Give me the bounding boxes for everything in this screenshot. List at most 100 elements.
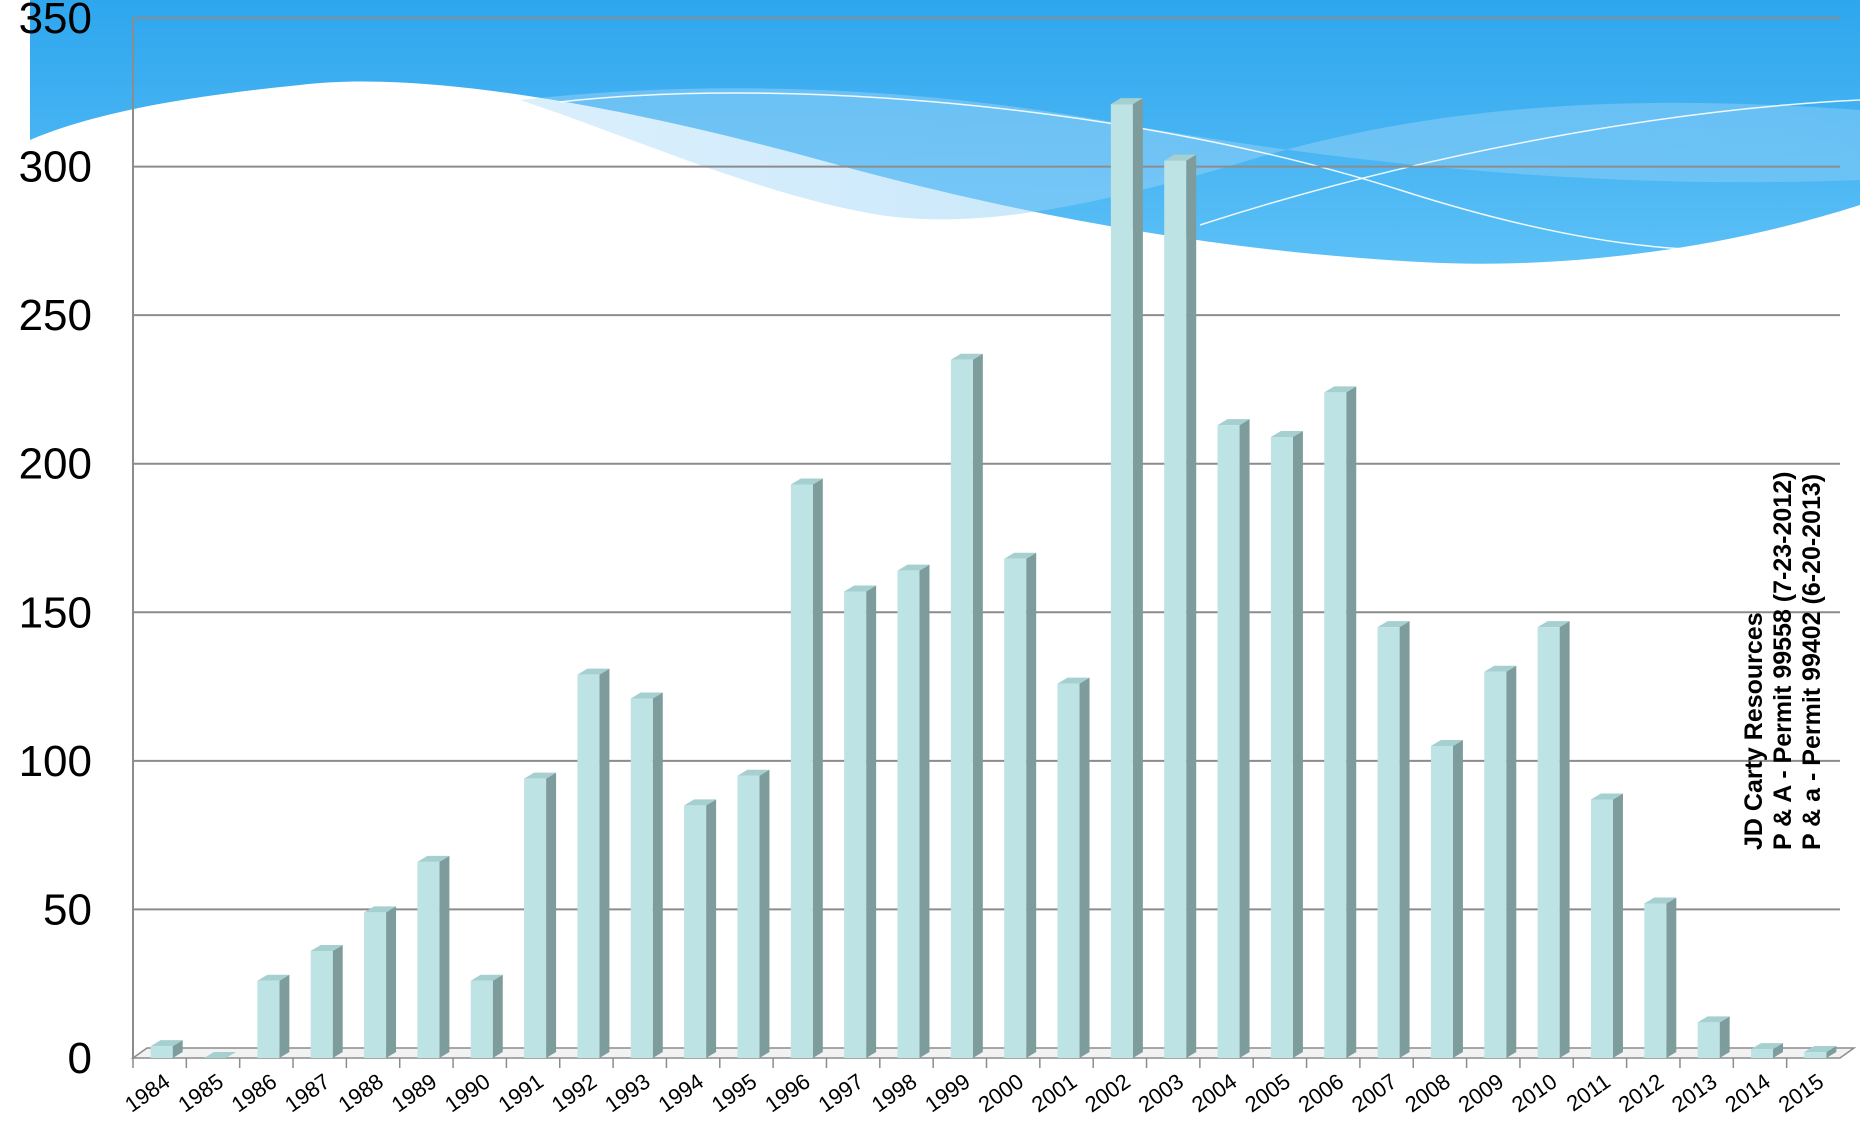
gridlines: [130, 17, 1857, 1059]
bar-top: [1217, 419, 1250, 426]
bar-side: [972, 353, 983, 1058]
bar: [1804, 1046, 1837, 1058]
bar: [844, 585, 877, 1058]
bar: [950, 353, 983, 1058]
bar-top: [150, 1040, 183, 1047]
bar-front: [470, 980, 493, 1058]
bars: [150, 98, 1837, 1059]
x-tick-label: 1991: [494, 1069, 548, 1118]
bar-top: [1164, 154, 1197, 161]
x-tick-label: 2005: [1240, 1069, 1294, 1118]
bar-side: [652, 692, 663, 1058]
bar-front: [1324, 392, 1347, 1058]
x-tick-label: 2001: [1027, 1069, 1081, 1118]
bar-front: [1377, 627, 1400, 1058]
bar: [1430, 740, 1463, 1058]
x-tick-label: 1985: [173, 1069, 227, 1118]
bar: [1537, 621, 1570, 1058]
x-tick-label: 1996: [760, 1069, 814, 1118]
bar-front: [1590, 799, 1613, 1058]
bar-front: [1697, 1022, 1720, 1058]
bar-top: [1057, 677, 1090, 684]
x-tick-label: 2000: [974, 1069, 1028, 1118]
bar: [1110, 98, 1143, 1058]
x-tick-label: 1984: [120, 1069, 174, 1118]
bar-top: [844, 585, 877, 592]
bar-top: [1110, 98, 1143, 105]
bar-front: [630, 698, 653, 1058]
x-tick-label: 2013: [1667, 1069, 1721, 1118]
y-tick-label: 300: [19, 143, 92, 192]
bar-front: [1537, 627, 1560, 1058]
x-tick-label: 1988: [333, 1069, 387, 1118]
bar-top: [1484, 665, 1517, 672]
x-tick-label: 2007: [1347, 1069, 1401, 1118]
x-tick-label: 2006: [1294, 1069, 1348, 1118]
bar-top: [1537, 621, 1570, 628]
bar-side: [492, 974, 503, 1058]
bar-side: [1559, 621, 1570, 1058]
bar-side: [1079, 677, 1090, 1058]
bar-side: [1772, 1043, 1783, 1058]
bar-side: [1132, 98, 1143, 1058]
bar-side: [1719, 1016, 1730, 1058]
bar: [257, 974, 290, 1058]
bar-side: [1452, 740, 1463, 1058]
bar-top: [1697, 1016, 1730, 1023]
y-tick-label: 100: [19, 737, 92, 786]
x-tick-label: 2004: [1187, 1069, 1241, 1118]
bar-side: [172, 1040, 183, 1058]
annotation-block: JD Carty Resources P & A - Permit 99558 …: [1740, 472, 1826, 850]
bar-front: [310, 951, 333, 1058]
x-tick-label: 2003: [1134, 1069, 1188, 1118]
bar-top: [1270, 430, 1303, 437]
bar-front: [364, 912, 387, 1058]
y-tick-label: 350: [19, 0, 92, 43]
bar-front: [1110, 104, 1133, 1058]
bar-top: [364, 906, 397, 913]
bar-top: [790, 478, 823, 485]
x-tick-label: 1995: [707, 1069, 761, 1118]
bar: [577, 668, 610, 1058]
bar-side: [1612, 793, 1623, 1058]
y-axis: 0 50 100 150 200 250 300 350: [19, 0, 92, 1083]
bar-top: [630, 692, 663, 699]
bar-top: [524, 772, 557, 779]
x-tick-label: 2012: [1614, 1069, 1668, 1118]
bar-front: [790, 484, 813, 1058]
x-tick-label: 1986: [227, 1069, 281, 1118]
bar-top: [204, 1052, 237, 1058]
bar: [737, 769, 770, 1058]
bar-front: [1004, 558, 1027, 1058]
bar: [1697, 1016, 1730, 1058]
annotation-line-1: JD Carty Resources: [1740, 612, 1768, 850]
bar: [150, 1040, 183, 1058]
x-tick-label: 1987: [280, 1069, 334, 1118]
bar: [1217, 419, 1250, 1059]
bar-side: [1506, 665, 1517, 1058]
x-tick-label: 2010: [1507, 1069, 1561, 1118]
x-tick-label: 1989: [387, 1069, 441, 1118]
bar-side: [759, 769, 770, 1058]
bar-side: [919, 564, 930, 1058]
bar-side: [1292, 430, 1303, 1058]
bar-side: [866, 585, 877, 1058]
x-tick-label: 1998: [867, 1069, 921, 1118]
bar-side: [1026, 552, 1037, 1058]
bar: [204, 1052, 237, 1058]
x-tick-label: 1997: [814, 1069, 868, 1118]
bar: [1590, 793, 1623, 1058]
bar: [470, 974, 503, 1058]
bar-front: [1057, 683, 1080, 1058]
bar: [417, 855, 450, 1058]
x-tick-label: 2014: [1720, 1069, 1774, 1118]
bar-side: [1826, 1046, 1837, 1058]
x-tick-label: 1993: [600, 1069, 654, 1118]
bar: [524, 772, 557, 1058]
wave-decoration: [30, 0, 1860, 264]
x-tick-label: 1994: [654, 1069, 708, 1118]
bar-top: [1004, 552, 1037, 559]
bar-top: [577, 668, 610, 675]
bar-side: [386, 906, 397, 1058]
